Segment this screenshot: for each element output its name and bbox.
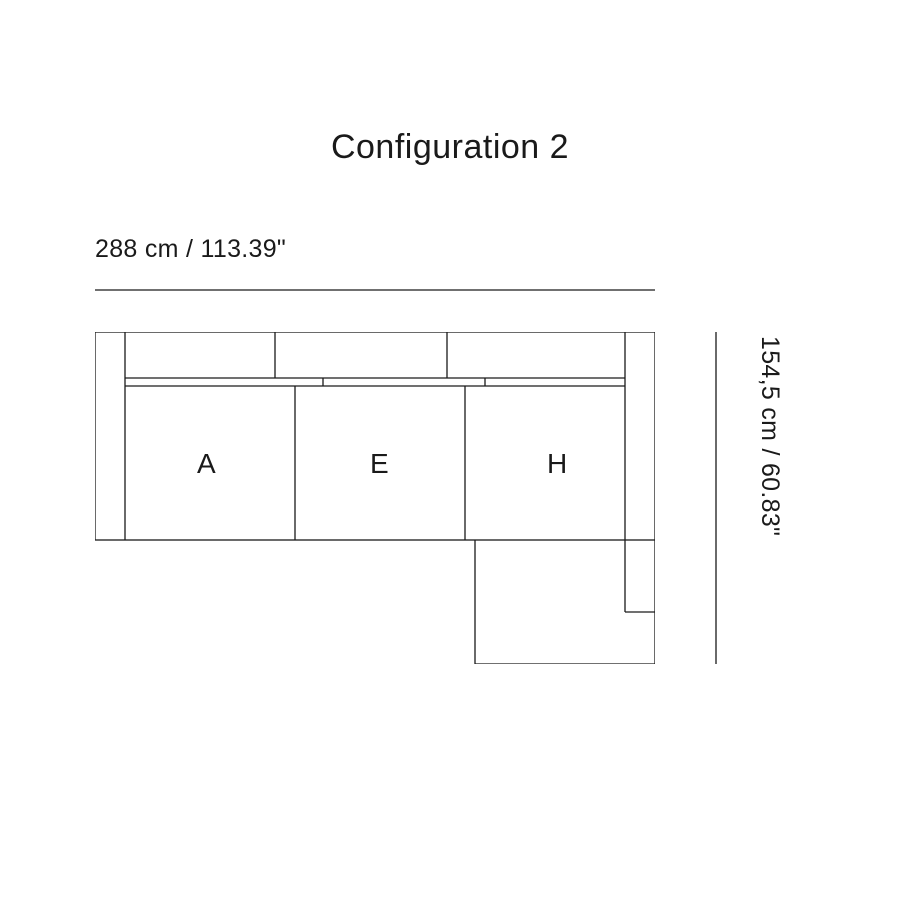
module-label-e: E	[370, 448, 389, 480]
width-dimension-label: 288 cm / 113.39"	[95, 235, 286, 264]
module-label-h: H	[547, 448, 567, 480]
height-dimension-label: 154,5 cm / 60.83"	[755, 336, 784, 536]
height-rule	[714, 332, 718, 664]
sofa-diagram	[95, 332, 655, 664]
width-rule	[95, 288, 655, 292]
diagram-title: Configuration 2	[331, 128, 569, 167]
module-label-a: A	[197, 448, 216, 480]
